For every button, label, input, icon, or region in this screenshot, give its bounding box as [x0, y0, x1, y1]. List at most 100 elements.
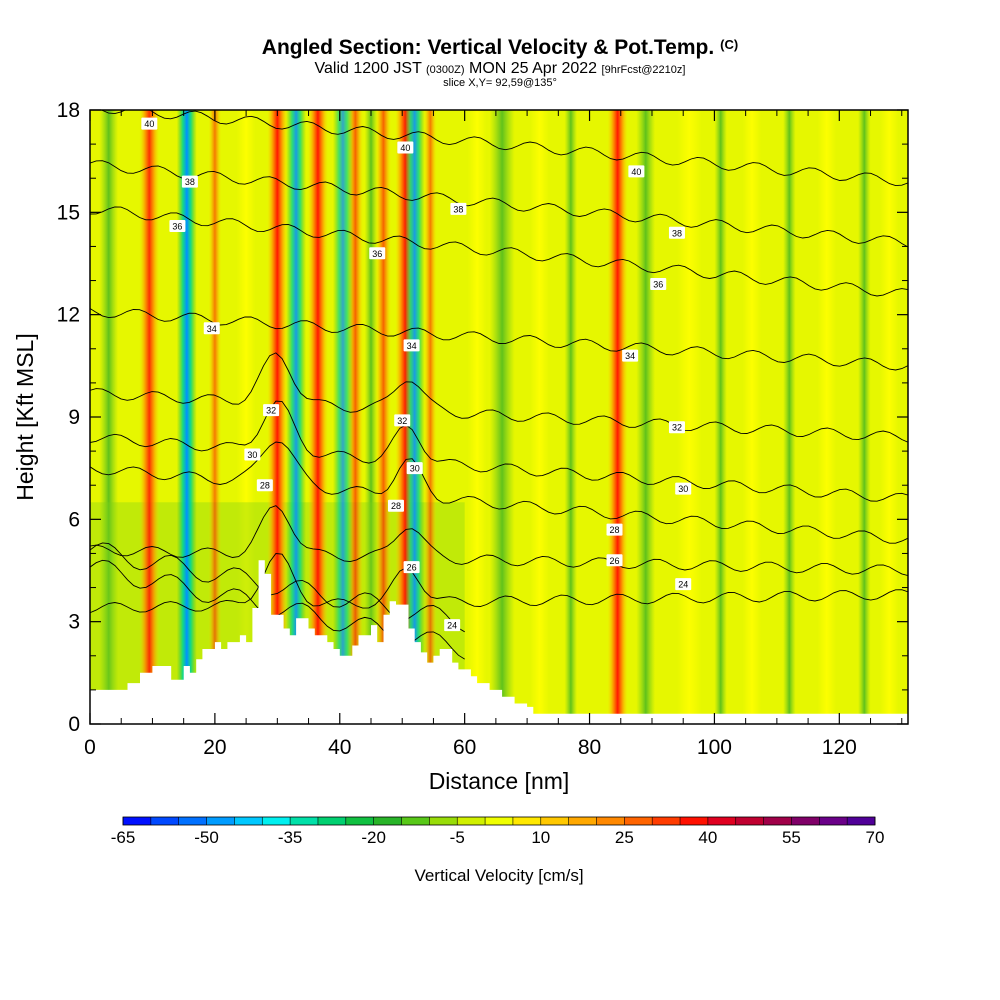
y-tick-label: 12 — [57, 304, 80, 327]
colorbar-segment — [596, 817, 625, 825]
isentrope-label: 38 — [181, 175, 198, 188]
downdraft-column — [176, 110, 197, 724]
x-tick-label: 100 — [697, 736, 732, 759]
isentrope-line — [90, 441, 908, 544]
field-texture-band — [564, 110, 578, 724]
isentrope-label-text: 38 — [185, 177, 195, 187]
isentrope-label: 38 — [668, 226, 685, 239]
colorbar-segment — [485, 817, 514, 825]
terrain-fill — [90, 560, 908, 724]
isentrope-label: 32 — [263, 404, 280, 417]
x-tick-label: 40 — [328, 736, 351, 759]
colorbar-segment — [234, 817, 263, 825]
field-texture-band — [676, 110, 702, 724]
field-texture-band — [530, 110, 549, 724]
valid-date: MON 25 Apr 2022 — [469, 60, 598, 77]
isentrope-label-text: 24 — [447, 621, 457, 631]
terrain-mask — [90, 560, 908, 724]
updraft-column — [208, 110, 222, 724]
colorbar-segment — [429, 817, 458, 825]
isentrope-line — [90, 553, 908, 614]
field-texture-band — [364, 110, 378, 724]
field-texture-band — [858, 110, 871, 724]
isentrope-label-text: 40 — [144, 119, 154, 129]
field-texture-band — [99, 110, 119, 724]
isentrope-label: 34 — [203, 322, 220, 335]
isentrope-label-text: 30 — [247, 450, 257, 460]
valid-utc: (0300Z) — [426, 64, 465, 76]
slice-label: slice X,Y= 92,59@135° — [443, 77, 557, 89]
isentrope-label: 40 — [397, 141, 414, 154]
isentrope-label: 28 — [606, 523, 623, 536]
isentrope-line — [90, 400, 908, 502]
colorbar-segment — [624, 817, 653, 825]
field-texture-band — [636, 110, 656, 724]
isentrope-label-text: 28 — [260, 481, 270, 491]
colorbar-segment — [819, 817, 848, 825]
isentrope-label: 28 — [387, 499, 404, 512]
colorbar-tick-label: -5 — [450, 828, 465, 847]
y-tick-label: 3 — [68, 611, 80, 634]
colorbar-segment — [178, 817, 207, 825]
isentrope-line — [90, 206, 908, 297]
x-axis-title: Distance [nm] — [429, 768, 570, 794]
isentrope-label: 36 — [169, 219, 186, 232]
isentrope-label-text: 34 — [407, 341, 417, 351]
downdraft-column — [332, 110, 353, 724]
updraft-column — [375, 110, 391, 724]
colorbar-segment — [680, 817, 709, 825]
colorbar-segment — [345, 817, 374, 825]
colorbar-segment — [652, 817, 681, 825]
y-tick-label: 6 — [68, 508, 80, 531]
colorbar-segment — [401, 817, 430, 825]
colorbar-tick-label: 55 — [782, 828, 801, 847]
colorbar-segment — [373, 817, 402, 825]
colorbar-segment — [123, 817, 152, 825]
colorbar-segment — [512, 817, 542, 825]
field-texture-band — [236, 110, 256, 724]
updraft-column — [307, 110, 328, 724]
x-tick-label: 80 — [578, 736, 601, 759]
colorbar-tick-label: 40 — [698, 828, 717, 847]
colorbar-tick-label: -20 — [361, 828, 386, 847]
updraft-column — [267, 110, 288, 724]
isentrope-label-text: 30 — [678, 484, 688, 494]
isentrope-label: 34 — [622, 349, 639, 362]
colorbar-tick-label: -50 — [194, 828, 219, 847]
x-tick-label: 60 — [453, 736, 476, 759]
isentrope-label-text: 36 — [372, 249, 382, 259]
isentrope-label: 28 — [256, 479, 273, 492]
isentrope-label-text: 32 — [266, 406, 276, 416]
y-tick-label: 18 — [57, 99, 80, 122]
colorbar: -65 -50 -35 -20 -5 10 25 40 55 70 — [111, 816, 884, 847]
isentrope-line — [90, 352, 908, 443]
isentrope-label: 32 — [668, 421, 685, 434]
isentrope-label-text: 40 — [631, 167, 641, 177]
field-texture-band — [783, 110, 796, 724]
updraft-column — [607, 110, 628, 724]
isentrope-label-text: 38 — [453, 204, 463, 214]
colorbar-tick-label: -35 — [278, 828, 303, 847]
isentrope-label: 40 — [628, 165, 645, 178]
isentrope-labels: 40 40 40 38 38 38 36 36 36 34 34 34 32 32 32 30 30 30 28 28… — [141, 117, 692, 632]
field-texture-band — [467, 110, 487, 724]
colorbar-segment — [317, 817, 347, 825]
colorbar-segment — [707, 817, 737, 825]
colorbar-tick-label: 25 — [615, 828, 634, 847]
copyright-mark: (C) — [720, 37, 739, 52]
isentrope-label-text: 26 — [610, 556, 620, 566]
colorbar-segment — [568, 817, 597, 825]
isentrope-label: 34 — [403, 339, 420, 352]
y-tick-label: 9 — [68, 406, 80, 429]
colorbar-segment — [847, 817, 876, 825]
isentrope-label-text: 28 — [610, 525, 620, 535]
colorbar-tick-label: 10 — [531, 828, 550, 847]
isentrope-label-text: 26 — [407, 563, 417, 573]
isentrope-label-text: 38 — [672, 228, 682, 238]
isentrope-label-text: 36 — [653, 279, 663, 289]
field-texture-band — [742, 110, 762, 724]
isentrope-label-text: 34 — [625, 351, 635, 361]
colorbar-segment — [206, 817, 235, 825]
isentrope-label-text: 30 — [410, 464, 420, 474]
